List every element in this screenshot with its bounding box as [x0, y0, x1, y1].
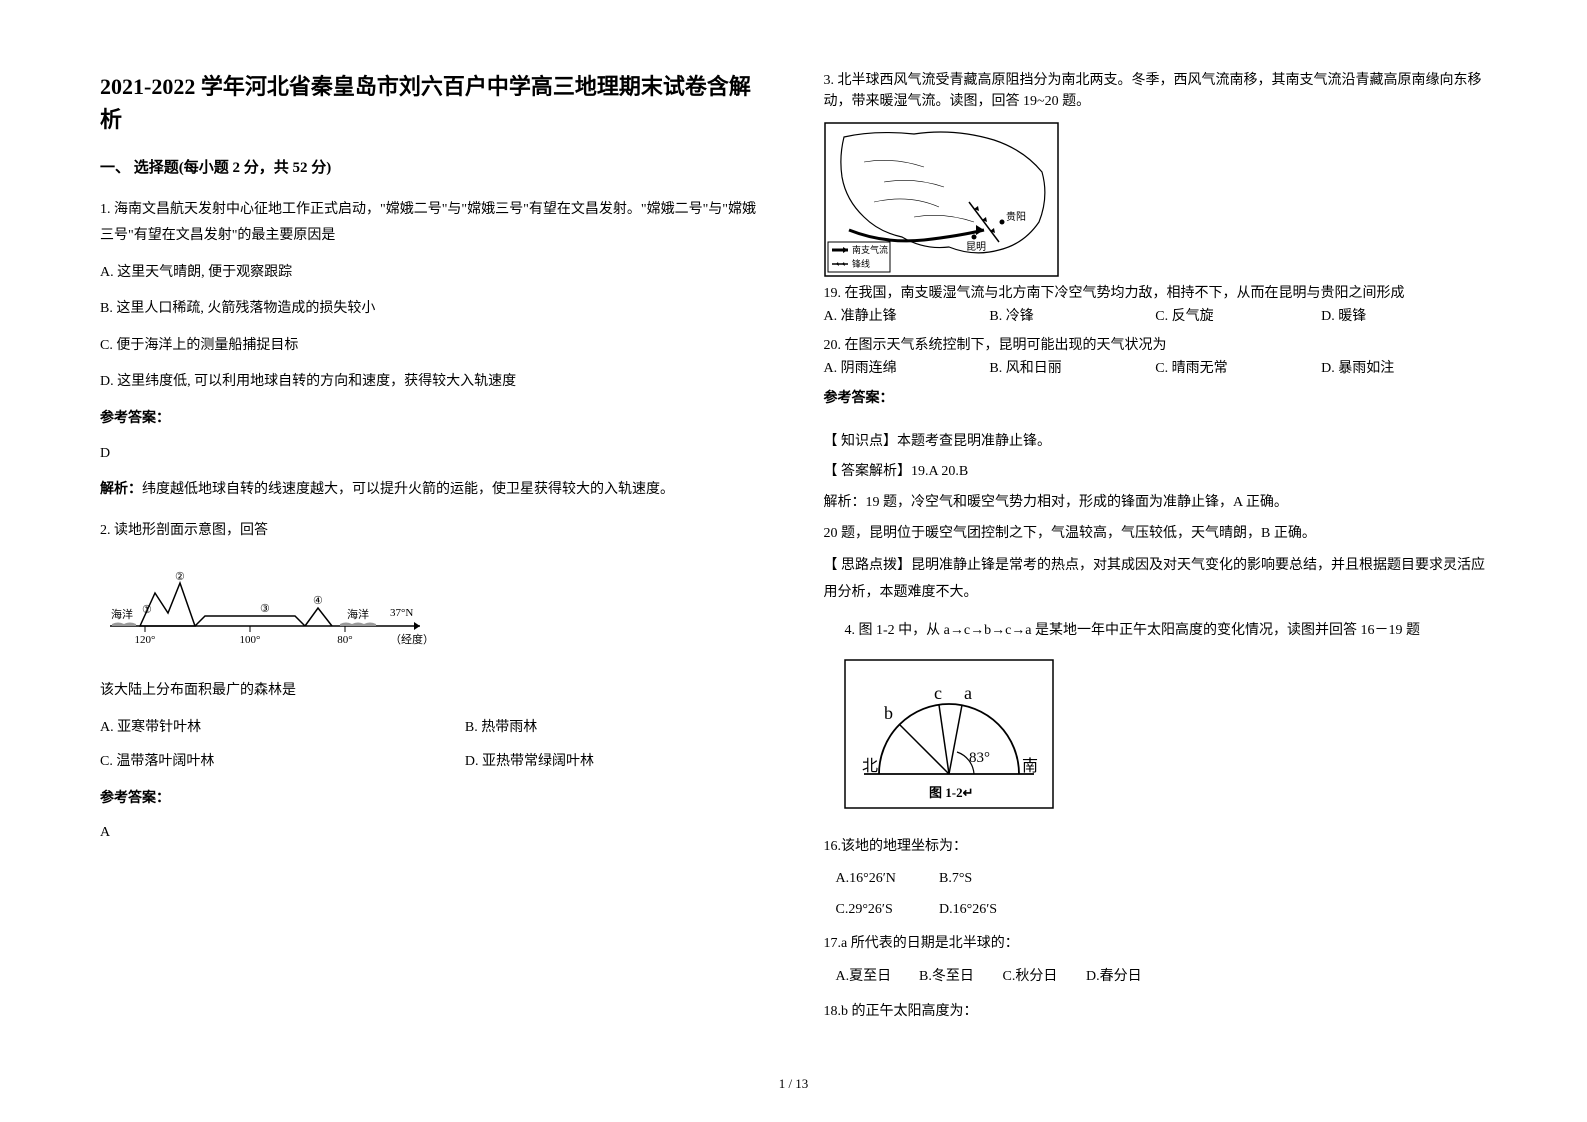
q16-opt-c: C.29°26′S	[836, 897, 936, 924]
q2-row2: C. 温带落叶阔叶林 D. 亚热带常绿阔叶林	[100, 749, 764, 776]
tip-row: 【 思路点拨】昆明准静止锋是常考的热点，对其成因及对天气变化的影响要总结，并且根…	[824, 553, 1488, 606]
q19-opt-d: D. 暖锋	[1321, 304, 1487, 331]
q17-options: A.夏至日 B.冬至日 C.秋分日 D.春分日	[836, 964, 1488, 991]
ans-label: 【 答案解析】	[824, 464, 912, 479]
q17-stem: 17.a 所代表的日期是北半球的：	[824, 931, 1488, 958]
q2-option-d: D. 亚热带常绿阔叶林	[465, 749, 764, 776]
lat37-label: 37°N	[390, 607, 413, 619]
mark1: ①	[142, 604, 152, 616]
q2-question: 该大陆上分布面积最广的森林是	[100, 678, 764, 705]
q1-option-c: C. 便于海洋上的测量船捕捉目标	[100, 333, 764, 360]
q16-opt-b: B.7°S	[939, 871, 972, 886]
angle-label: 83°	[969, 750, 990, 766]
q1-option-a: A. 这里天气晴朗, 便于观察跟踪	[100, 260, 764, 287]
q16-row1: A.16°26′N B.7°S	[836, 866, 1488, 893]
q3-map-diagram: 昆明 贵阳 南支气流 锋线	[824, 122, 1059, 277]
q18-stem: 18.b 的正午太阳高度为：	[824, 999, 1488, 1026]
a-label: a	[964, 683, 972, 703]
section-header: 一、 选择题(每小题 2 分，共 52 分)	[100, 154, 764, 183]
mark4: ④	[313, 595, 323, 607]
q1-stem: 1. 海南文昌航天发射中心征地工作正式启动，"嫦娥二号"与"嫦娥三号"有望在文昌…	[100, 197, 764, 250]
sun-angle-svg: c a b 北 南 83° 图 1-2↵	[844, 659, 1054, 809]
lon100-label: 100°	[240, 634, 261, 646]
q17-opt-c: C.秋分日	[1003, 964, 1083, 991]
q1-option-b: B. 这里人口稀疏, 火箭残落物造成的损失较小	[100, 296, 764, 323]
explain-text: 纬度越低地球自转的线速度越大，可以提升火箭的运能，使卫星获得较大的入轨速度。	[142, 482, 674, 497]
q3-stem: 3. 北半球西风气流受青藏高原阻挡分为南北两支。冬季，西风气流南移，其南支气流沿…	[824, 70, 1488, 112]
tip-text: 昆明准静止锋是常考的热点，对其成因及对天气变化的影响要总结，并且根据题目要求灵活…	[824, 558, 1486, 600]
tip-label: 【 思路点拨】	[824, 558, 912, 573]
q2-option-a: A. 亚寒带针叶林	[100, 715, 465, 742]
q3-answer-label: 参考答案：	[824, 386, 1488, 413]
kn-text: 本题考查昆明准静止锋。	[897, 434, 1051, 449]
longitude-label: （经度）	[390, 632, 430, 646]
q1-explanation: 解析：纬度越低地球自转的线速度越大，可以提升火箭的运能，使卫星获得较大的入轨速度…	[100, 477, 764, 504]
lon120-label: 120°	[135, 634, 156, 646]
q2-stem: 2. 读地形剖面示意图，回答	[100, 518, 764, 545]
q2-option-c: C. 温带落叶阔叶林	[100, 749, 465, 776]
ans-row: 【 答案解析】19.A 20.B	[824, 459, 1488, 486]
lon80-label: 80°	[337, 634, 352, 646]
q4-sun-diagram: c a b 北 南 83° 图 1-2↵	[844, 659, 1054, 809]
b-label: b	[884, 703, 893, 723]
q2-option-b: B. 热带雨林	[465, 715, 764, 742]
page-footer: 1 / 13	[100, 1076, 1487, 1092]
south-label: 南	[1022, 757, 1038, 775]
q20-opt-a: A. 阴雨连绵	[824, 356, 990, 383]
exp20: 20 题，昆明位于暖空气团控制之下，气温较高，气压较低，天气晴朗，B 正确。	[824, 521, 1488, 548]
mark3: ③	[260, 603, 270, 615]
china-map-svg: 昆明 贵阳 南支气流 锋线	[824, 122, 1059, 277]
q4-block: 4. 图 1-2 中，从 a→c→b→c→a 是某地一年中正午太阳高度的变化情况…	[824, 618, 1488, 1025]
q2-answer-label: 参考答案：	[100, 786, 764, 813]
terrain-profile-svg: 海洋 海洋 120° 100° 80° 37°N （经度） ① ② ③ ④	[100, 568, 430, 653]
legend-front: 锋线	[852, 258, 870, 269]
ocean-left-label: 海洋	[111, 607, 133, 621]
mark2: ②	[175, 571, 185, 583]
q1-option-d: D. 这里纬度低, 可以利用地球自转的方向和速度，获得较大入轨速度	[100, 369, 764, 396]
q2-terrain-diagram: 海洋 海洋 120° 100° 80° 37°N （经度） ① ② ③ ④	[100, 568, 430, 653]
q16-opt-d: D.16°26′S	[939, 902, 997, 917]
legend-southflow: 南支气流	[852, 244, 888, 255]
q19-opt-a: A. 准静止锋	[824, 304, 990, 331]
q2-row1: A. 亚寒带针叶林 B. 热带雨林	[100, 715, 764, 742]
exam-title: 2021-2022 学年河北省秦皇岛市刘六百户中学高三地理期末试卷含解析	[100, 70, 764, 136]
kn-label: 【 知识点】	[824, 434, 898, 449]
q19-opt-c: C. 反气旋	[1155, 304, 1321, 331]
kunming-label: 昆明	[966, 241, 986, 253]
q3-knowledge-block: 【 知识点】本题考查昆明准静止锋。 【 答案解析】19.A 20.B 解析：19…	[824, 429, 1488, 607]
q1-answer-label: 参考答案：	[100, 406, 764, 433]
q17-opt-b: B.冬至日	[919, 964, 999, 991]
q17-opt-a: A.夏至日	[836, 964, 916, 991]
q20-opt-c: C. 晴雨无常	[1155, 356, 1321, 383]
ans-text: 19.A 20.B	[911, 464, 968, 479]
q19-options: A. 准静止锋 B. 冷锋 C. 反气旋 D. 暖锋	[824, 304, 1488, 331]
q19-stem: 19. 在我国，南支暖湿气流与北方南下冷空气势均力敌，相持不下，从而在昆明与贵阳…	[824, 283, 1488, 304]
q16-row2: C.29°26′S D.16°26′S	[836, 897, 1488, 924]
ocean-right-label: 海洋	[347, 607, 369, 621]
q16-stem: 16.该地的地理坐标为：	[824, 834, 1488, 861]
q20-opt-b: B. 风和日丽	[989, 356, 1155, 383]
q19-opt-b: B. 冷锋	[989, 304, 1155, 331]
q4-stem: 4. 图 1-2 中，从 a→c→b→c→a 是某地一年中正午太阳高度的变化情况…	[824, 618, 1488, 645]
left-column: 2021-2022 学年河北省秦皇岛市刘六百户中学高三地理期末试卷含解析 一、 …	[100, 70, 764, 1066]
q2-answer-value: A	[100, 820, 764, 847]
exp19: 解析：19 题，冷空气和暖空气势力相对，形成的锋面为准静止锋，A 正确。	[824, 490, 1488, 517]
q1-answer-value: D	[100, 441, 764, 468]
q20-opt-d: D. 暴雨如注	[1321, 356, 1487, 383]
right-column: 3. 北半球西风气流受青藏高原阻挡分为南北两支。冬季，西风气流南移，其南支气流沿…	[824, 70, 1488, 1066]
guiyang-label: 贵阳	[1006, 210, 1026, 223]
q17-opt-d: D.春分日	[1086, 969, 1142, 984]
caption-label: 图 1-2↵	[929, 785, 973, 800]
q20-options: A. 阴雨连绵 B. 风和日丽 C. 晴雨无常 D. 暴雨如注	[824, 356, 1488, 383]
q20-stem: 20. 在图示天气系统控制下，昆明可能出现的天气状况为	[824, 335, 1488, 356]
c-label: c	[934, 683, 942, 703]
explain-label: 解析：	[100, 482, 142, 497]
north-label: 北	[862, 757, 878, 775]
kn-row: 【 知识点】本题考查昆明准静止锋。	[824, 429, 1488, 456]
q16-opt-a: A.16°26′N	[836, 866, 936, 893]
